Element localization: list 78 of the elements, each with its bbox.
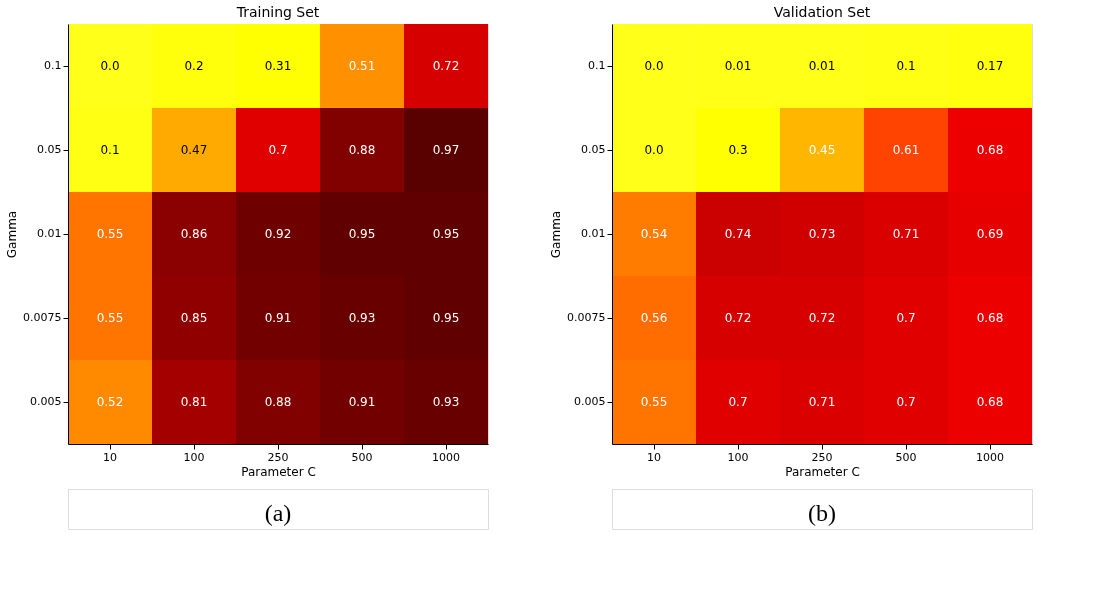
data-label: 0.91 — [348, 395, 376, 409]
data-label: 0.01 — [724, 59, 752, 73]
x-tick-label: 250 — [267, 450, 289, 464]
y-tick-label: 0.01 — [37, 227, 62, 240]
data-label: 0.72 — [432, 59, 460, 73]
y-tick-label: 0.0075 — [23, 311, 62, 324]
data-label: 0.88 — [348, 143, 376, 157]
data-label: 0.92 — [264, 227, 292, 241]
data-label: 0.95 — [432, 311, 460, 325]
data-label: 0.45 — [808, 143, 836, 157]
data-label: 0.2 — [184, 59, 204, 73]
x-axis-title: Parameter C — [785, 464, 860, 479]
data-label: 0.71 — [808, 395, 836, 409]
data-label: 0.31 — [264, 59, 292, 73]
x-tick-label: 100 — [183, 450, 205, 464]
data-label: 0.51 — [348, 59, 376, 73]
data-label: 0.52 — [96, 395, 124, 409]
data-label: 0.56 — [640, 311, 668, 325]
y-axis-title: Gamma — [549, 210, 564, 259]
data-label: 0.0 — [644, 59, 664, 73]
data-label: 0.7 — [728, 395, 748, 409]
data-label: 0.97 — [432, 143, 460, 157]
y-tick-label: 0.01 — [581, 227, 606, 240]
data-label: 0.86 — [180, 227, 208, 241]
data-label: 0.68 — [976, 143, 1004, 157]
x-tick-label: 1000 — [432, 450, 460, 464]
data-label: 0.85 — [180, 311, 208, 325]
x-tick-label: 10 — [647, 450, 661, 464]
y-tick-label: 0.1 — [44, 59, 62, 72]
chart-title: Training Set — [235, 4, 320, 20]
data-label: 0.73 — [808, 227, 836, 241]
x-tick-label: 250 — [811, 450, 833, 464]
y-tick-label: 0.05 — [581, 143, 606, 156]
data-label: 0.93 — [348, 311, 376, 325]
data-label: 0.01 — [808, 59, 836, 73]
data-label: 0.55 — [96, 227, 124, 241]
data-label: 0.17 — [976, 59, 1004, 73]
data-label: 0.68 — [976, 311, 1004, 325]
data-label: 0.72 — [724, 311, 752, 325]
data-label: 0.95 — [432, 227, 460, 241]
x-tick-label: 10 — [103, 450, 117, 464]
data-label: 0.91 — [264, 311, 292, 325]
x-tick-label: 500 — [351, 450, 373, 464]
y-tick-label: 0.05 — [37, 143, 62, 156]
data-label: 0.47 — [180, 143, 208, 157]
x-axis-title: Parameter C — [241, 464, 316, 479]
data-label: 0.7 — [896, 311, 916, 325]
data-label: 0.93 — [432, 395, 460, 409]
x-tick-label: 500 — [895, 450, 917, 464]
y-tick-label: 0.0075 — [567, 311, 606, 324]
data-label: 0.55 — [640, 395, 668, 409]
x-tick-label: 1000 — [976, 450, 1004, 464]
data-label: 0.55 — [96, 311, 124, 325]
data-label: 0.81 — [180, 395, 208, 409]
data-label: 0.68 — [976, 395, 1004, 409]
y-tick-label: 0.1 — [588, 59, 606, 72]
y-tick-label: 0.005 — [30, 395, 62, 408]
data-label: 0.71 — [892, 227, 920, 241]
data-label: 0.74 — [724, 227, 752, 241]
data-label: 0.7 — [896, 395, 916, 409]
text: (b) — [808, 500, 836, 526]
data-label: 0.88 — [264, 395, 292, 409]
text: (a) — [264, 500, 292, 526]
data-label: 0.72 — [808, 311, 836, 325]
data-label: 0.95 — [348, 227, 376, 241]
chart-title: Validation Set — [773, 4, 871, 20]
data-label: 0.7 — [268, 143, 288, 157]
data-label: 0.1 — [896, 59, 916, 73]
x-tick-label: 100 — [727, 450, 749, 464]
data-label: 0.69 — [976, 227, 1004, 241]
data-label: 0.0 — [100, 59, 120, 73]
data-label: 0.54 — [640, 227, 668, 241]
y-tick-label: 0.005 — [574, 395, 606, 408]
data-label: 0.3 — [728, 143, 748, 157]
data-label: 0.61 — [892, 143, 920, 157]
data-label: 0.0 — [644, 143, 664, 157]
y-axis-title: Gamma — [5, 210, 20, 259]
data-label: 0.1 — [100, 143, 120, 157]
